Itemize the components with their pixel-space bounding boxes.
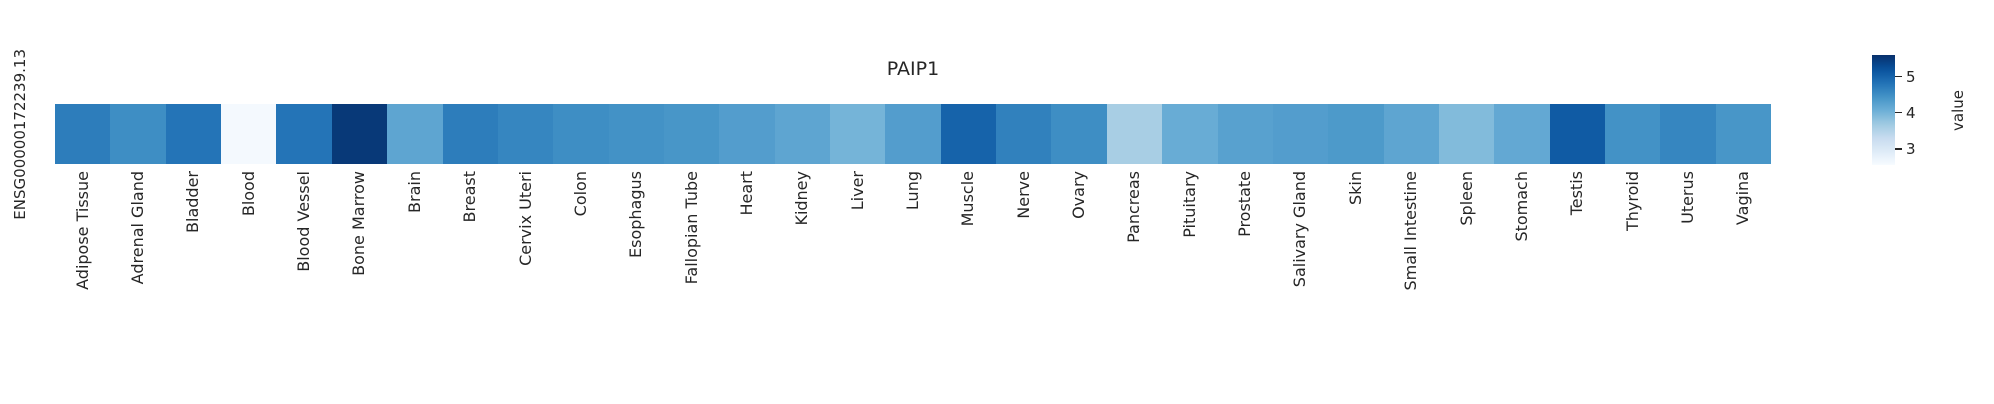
heatmap-cell-blood <box>221 104 277 164</box>
x-tick-label-colon: Colon <box>570 171 590 217</box>
x-tick-label-heart: Heart <box>736 171 756 216</box>
x-tick-label-esophagus: Esophagus <box>626 171 646 258</box>
x-tick-label-vagina: Vagina <box>1733 171 1753 226</box>
x-tick-label-nerve: Nerve <box>1013 171 1033 219</box>
heatmap-cell-pituitary <box>1162 104 1218 164</box>
heatmap-row <box>55 104 1772 164</box>
x-tick-label-adipose-tissue: Adipose Tissue <box>72 171 92 290</box>
colorbar-gradient <box>1872 55 1895 165</box>
heatmap-cell-skin <box>1328 104 1384 164</box>
x-tick-label-prostate: Prostate <box>1235 171 1255 237</box>
heatmap-cell-small-intestine <box>1383 104 1439 164</box>
heatmap-cell-fallopian-tube <box>663 104 720 164</box>
colorbar-label: value <box>1949 89 1967 131</box>
x-tick-label-pituitary: Pituitary <box>1179 171 1199 238</box>
heatmap-cell-bone-marrow <box>331 104 388 164</box>
colorbar-label-wrap: value <box>1949 55 1967 165</box>
colorbar-tick-label: 4 <box>1906 103 1916 122</box>
colorbar-tick <box>1895 148 1902 150</box>
heatmap-cell-vagina <box>1715 104 1772 164</box>
heatmap-cell-adrenal-gland <box>110 104 166 164</box>
colorbar-tick <box>1895 111 1902 114</box>
x-tick-label-salivary-gland: Salivary Gland <box>1290 171 1310 288</box>
heatmap-cell-testis <box>1549 104 1606 164</box>
heatmap-cell-pancreas <box>1106 104 1163 164</box>
gene-id-label: ENSG00000172239.13 <box>11 48 29 220</box>
heatmap-cell-spleen <box>1438 104 1495 164</box>
heatmap-cell-cervix-uteri <box>497 104 554 164</box>
heatmap-cell-uterus <box>1660 104 1716 164</box>
heatmap-cell-liver <box>830 104 886 164</box>
colorbar: 5 4 3 <box>1872 55 1916 165</box>
heatmap-cell-muscle <box>940 104 997 164</box>
heatmap-cell-blood-vessel <box>276 104 332 164</box>
heatmap-cell-prostate <box>1217 104 1273 164</box>
x-tick-label-muscle: Muscle <box>958 171 978 227</box>
x-tick-label-blood: Blood <box>238 171 258 217</box>
colorbar-tick-label: 5 <box>1906 67 1916 86</box>
colorbar-tick-label: 3 <box>1906 139 1916 158</box>
heatmap-cell-kidney <box>774 104 831 164</box>
heatmap-cell-stomach <box>1494 104 1550 164</box>
heatmap-cell-brain <box>387 104 443 164</box>
x-tick-label-bone-marrow: Bone Marrow <box>349 171 369 276</box>
x-tick-labels: Adipose Tissue Adrenal Gland Bladder Blood B… <box>55 171 1771 404</box>
colorbar-tick <box>1895 75 1902 78</box>
heatmap-cell-esophagus <box>608 104 664 164</box>
x-tick-label-skin: Skin <box>1345 171 1365 206</box>
x-tick-label-breast: Breast <box>460 171 480 223</box>
heatmap-cell-bladder <box>165 104 222 164</box>
heatmap-cell-thyroid <box>1605 104 1661 164</box>
page-title: PAIP1 <box>886 58 940 80</box>
heatmap-cell-nerve <box>996 104 1052 164</box>
heatmap-cell-ovary <box>1051 104 1107 164</box>
x-tick-label-pancreas: Pancreas <box>1124 171 1144 243</box>
heatmap-cell-breast <box>442 104 498 164</box>
heatmap-cell-adipose-tissue <box>55 104 111 164</box>
heatmap-cell-lung <box>885 104 941 164</box>
x-tick-label-spleen: Spleen <box>1456 171 1476 226</box>
heatmap-cell-colon <box>553 104 609 164</box>
x-tick-label-stomach: Stomach <box>1511 171 1531 242</box>
x-tick-label-lung: Lung <box>903 171 922 211</box>
x-tick-label-fallopian-tube: Fallopian Tube <box>681 171 701 285</box>
y-axis-label-wrap: ENSG00000172239.13 <box>11 0 29 268</box>
x-tick-label-bladder: Bladder <box>183 171 203 233</box>
x-tick-label-testis: Testis <box>1567 171 1587 216</box>
x-tick-label-ovary: Ovary <box>1069 171 1089 219</box>
x-tick-label-cervix-uteri: Cervix Uteri <box>515 171 535 266</box>
heatmap-cell-salivary-gland <box>1272 104 1329 164</box>
x-tick-label-uterus: Uterus <box>1677 171 1697 224</box>
x-tick-label-blood-vessel: Blood Vessel <box>294 171 314 272</box>
heatmap-cell-heart <box>719 104 775 164</box>
x-tick-label-liver: Liver <box>847 171 867 211</box>
x-tick-label-small-intestine: Small Intestine <box>1401 171 1421 291</box>
x-tick-label-brain: Brain <box>404 171 424 213</box>
x-tick-label-kidney: Kidney <box>792 171 812 226</box>
x-tick-label-adrenal-gland: Adrenal Gland <box>128 171 148 285</box>
x-tick-label-thyroid: Thyroid <box>1622 171 1642 231</box>
